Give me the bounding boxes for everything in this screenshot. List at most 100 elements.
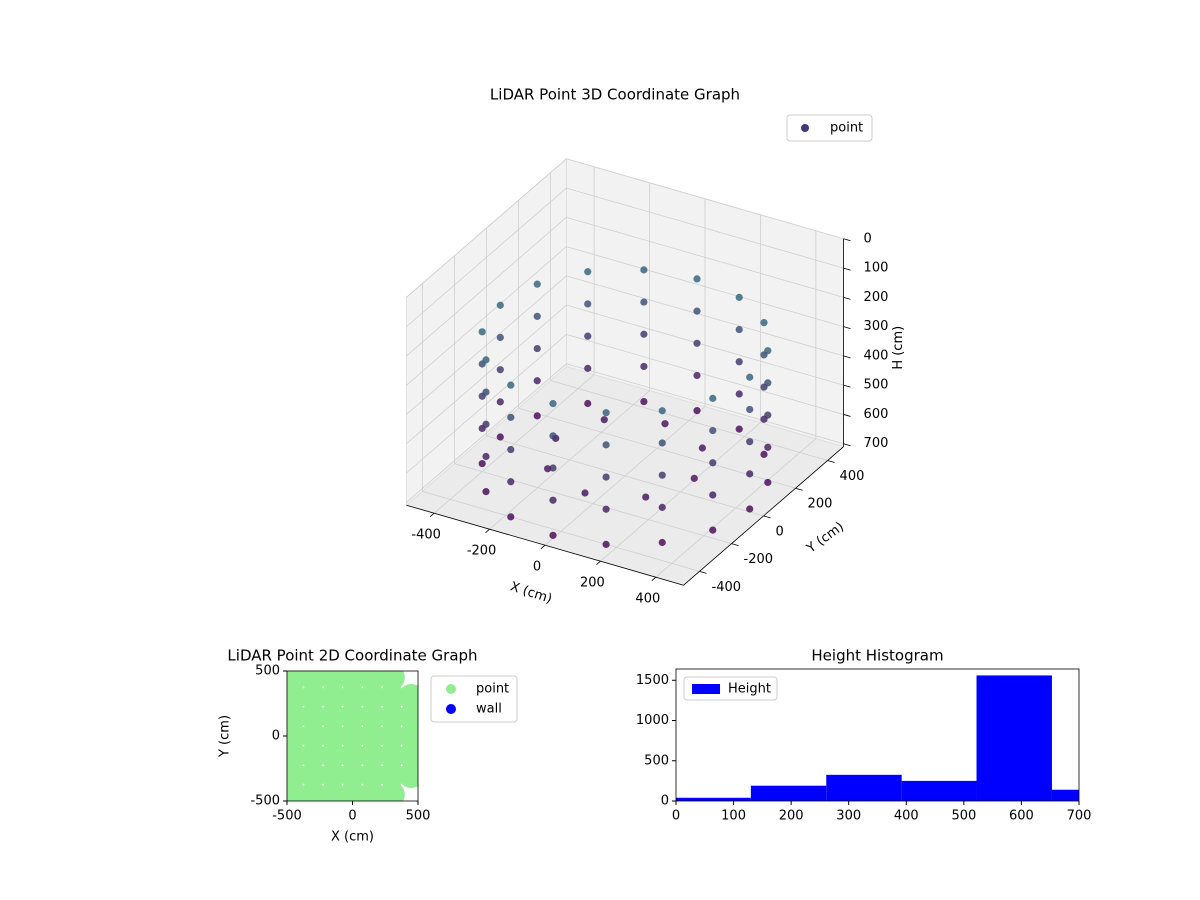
chart-title: Height Histogram: [811, 647, 943, 665]
grid-line: [566, 363, 844, 445]
point: [339, 762, 366, 788]
y-axis-line: [683, 446, 844, 586]
plot-area: [676, 675, 1079, 801]
point: [378, 671, 405, 691]
grid-line: [406, 217, 567, 357]
point: [584, 300, 592, 308]
point: [398, 742, 418, 769]
point: [319, 671, 346, 691]
point: [735, 325, 743, 334]
point: [693, 407, 701, 415]
grid-line: [566, 187, 844, 269]
point: [287, 684, 307, 710]
point: [544, 465, 552, 473]
y-tick-label: 1500: [636, 673, 669, 688]
y-tick-label: -200: [744, 552, 774, 567]
tick-mark: [540, 544, 546, 549]
x-tick-label: 400: [894, 809, 919, 824]
chart-title: LiDAR Point 3D Coordinate Graph: [490, 86, 740, 104]
point: [746, 470, 754, 478]
x-axis-label: X (cm): [508, 579, 554, 607]
point: [339, 723, 366, 749]
point: [300, 762, 327, 788]
grid-line: [566, 334, 844, 415]
grid-line: [406, 158, 567, 298]
tick-mark: [843, 238, 851, 242]
y-tick-label: 0: [272, 729, 280, 744]
point: [319, 703, 346, 730]
tick-mark: [843, 326, 851, 330]
point: [482, 452, 490, 461]
point: [507, 413, 515, 421]
point: [359, 762, 386, 788]
point: [584, 268, 592, 276]
chart-histogram: 0 100 200 300 400 500 600 700 0 500 1000 1500 Height…: [636, 647, 1092, 824]
grid-line: [406, 187, 567, 327]
tick-mark: [795, 487, 803, 491]
point: [339, 684, 366, 710]
point: [507, 478, 515, 486]
legend-patch: [692, 684, 720, 694]
point: [287, 703, 307, 730]
point: [398, 762, 418, 788]
x-tick-label: -500: [272, 809, 302, 824]
point: [287, 723, 307, 749]
grid-line: [406, 363, 567, 503]
point: [709, 394, 717, 402]
tick-mark: [596, 560, 601, 565]
z-tick-label: 100: [864, 261, 889, 276]
point: [690, 474, 698, 482]
point: [640, 298, 648, 306]
tick-mark: [827, 460, 835, 463]
point: [478, 459, 486, 468]
point: [378, 742, 405, 769]
point: [300, 684, 327, 710]
grid-line: [406, 334, 567, 474]
point: [658, 471, 666, 479]
point: [482, 488, 490, 496]
point: [496, 366, 504, 374]
point: [533, 312, 541, 320]
legend-label: wall: [476, 702, 502, 717]
x-axis-line: [406, 504, 684, 586]
z-axis-label: H (cm): [891, 326, 906, 370]
chart-title: LiDAR Point 2D Coordinate Graph: [227, 647, 477, 665]
point: [764, 379, 772, 387]
point: [533, 412, 541, 420]
point: [507, 381, 515, 389]
point: [760, 450, 768, 458]
x-tick-label: 500: [951, 809, 976, 824]
point: [709, 526, 717, 534]
tick-mark: [843, 414, 851, 417]
point: [602, 505, 610, 513]
point: [764, 347, 772, 355]
z-tick-label: 0: [864, 231, 872, 246]
z-tick-label: 500: [864, 378, 889, 393]
point: [300, 781, 327, 801]
point: [478, 328, 486, 336]
x-tick-label: 100: [721, 809, 746, 824]
bar: [826, 774, 902, 801]
x-tick-label: 200: [580, 576, 605, 591]
point: [693, 371, 701, 380]
point: [602, 441, 610, 449]
point: [642, 493, 650, 501]
tick-mark: [843, 296, 851, 300]
legend-marker: [446, 704, 456, 714]
grid-line: [406, 275, 567, 415]
point: [746, 438, 754, 446]
point: [359, 684, 386, 710]
axes-frame: [675, 668, 1080, 802]
x-tick-label: 0: [533, 560, 541, 575]
grid-line: [566, 246, 844, 328]
point: [549, 531, 557, 539]
tick-mark: [485, 528, 490, 533]
point: [584, 332, 592, 340]
point: [640, 266, 648, 274]
y-tick-label: 500: [644, 753, 669, 768]
x-tick-label: 500: [406, 809, 431, 824]
point: [398, 684, 418, 710]
tick-mark: [651, 576, 657, 581]
point: [746, 505, 754, 513]
